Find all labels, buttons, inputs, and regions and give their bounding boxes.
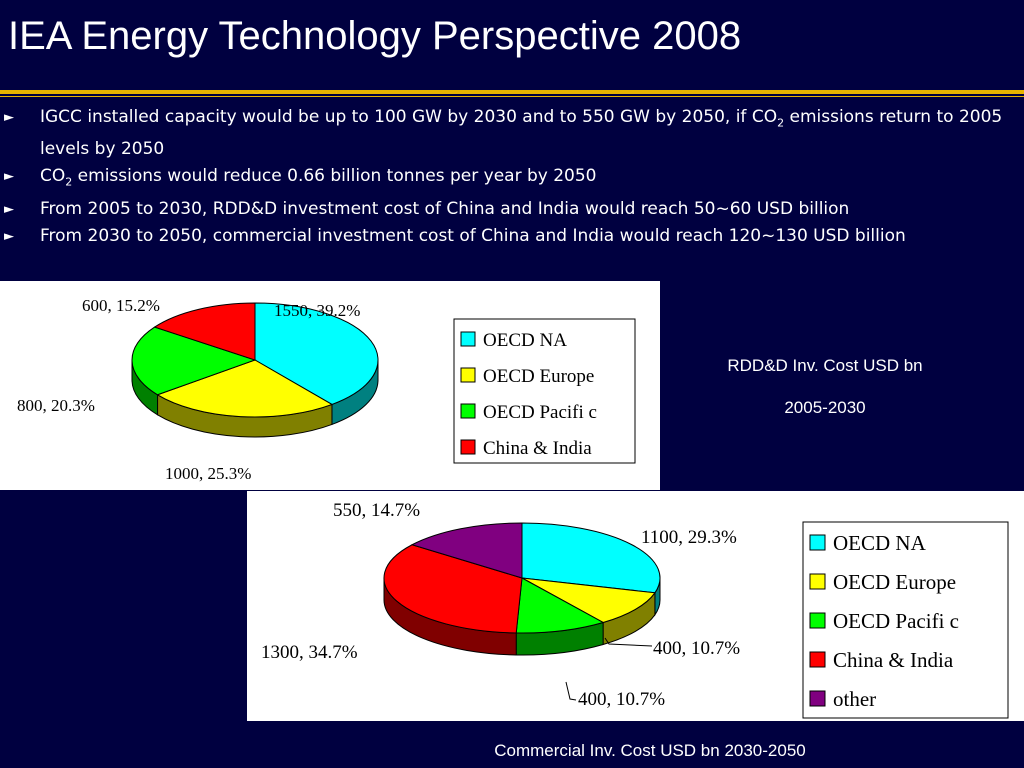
- pie-slice-label: 800, 20.3%: [17, 396, 95, 415]
- pie-slice: [383, 544, 523, 634]
- bullet-list: ► IGCC installed capacity would be up to …: [4, 104, 1019, 250]
- legend-entry: OECD Pacifi c: [483, 402, 597, 423]
- legend-swatch: [460, 403, 476, 419]
- commercial-chart-caption: Commercial Inv. Cost USD bn 2030-2050: [494, 741, 806, 760]
- pie-slice-label: 1550, 39.2%: [274, 301, 360, 320]
- pie-slice-label: 400, 10.7%: [653, 638, 740, 659]
- legend-entry: China & India: [483, 438, 592, 459]
- pie-slice: [515, 577, 605, 634]
- pie-slice: [410, 522, 523, 579]
- legend-swatch: [809, 612, 826, 629]
- pie-slice: [254, 302, 379, 406]
- slide-title: IEA Energy Technology Perspective 2008: [8, 14, 742, 58]
- pie-slice-label: 550, 14.7%: [333, 500, 420, 521]
- legend-swatch: [460, 331, 476, 347]
- pie-slice-label: 1300, 34.7%: [261, 642, 358, 663]
- pie-slice: [131, 326, 257, 396]
- legend-box: [802, 521, 1009, 719]
- rdd-pie-chart: 1550, 39.2% 1000, 25.3% 800, 20.3% 600, 15.…: [17, 296, 636, 483]
- bullet-arrow-icon: ►: [4, 169, 14, 185]
- title-divider-thin: [0, 96, 1024, 97]
- pie-slice: [521, 522, 661, 594]
- legend-swatch: [809, 534, 826, 551]
- bullet-item: ► From 2005 to 2030, RDD&D investment cos…: [4, 196, 1019, 223]
- bullet-arrow-icon: ►: [4, 201, 14, 217]
- legend-swatch: [809, 690, 826, 707]
- legend-entry: other: [833, 687, 876, 711]
- pie-leader-line: [604, 637, 653, 647]
- pie-slice-label: 400, 10.7%: [578, 689, 665, 710]
- legend-box: [453, 318, 636, 464]
- pie-slice: [521, 577, 656, 624]
- rdd-chart-caption: RDD&D Inv. Cost USD bn: [727, 356, 923, 375]
- pie-slice: [156, 359, 334, 418]
- legend-entry: China & India: [833, 648, 954, 672]
- commercial-chart-panel: 1100, 29.3% 400, 10.7% 400, 10.7% 1300, 34.…: [247, 491, 1024, 721]
- pie-slice-label: 1100, 29.3%: [641, 527, 737, 548]
- title-divider: [0, 90, 1024, 94]
- bullet-arrow-icon: ►: [4, 110, 14, 125]
- pie-slice-label: 1000, 25.3%: [165, 464, 251, 483]
- pie-slice-label: 600, 15.2%: [82, 296, 160, 315]
- pie-leader-line: [565, 681, 577, 701]
- legend-swatch: [809, 573, 826, 590]
- legend-entry: OECD NA: [833, 531, 927, 555]
- legend-entry: OECD NA: [483, 330, 567, 351]
- bullet-arrow-icon: ►: [4, 228, 14, 244]
- legend-swatch: [460, 439, 476, 455]
- bullet-item: ► From 2030 to 2050, commercial investmen…: [4, 223, 1019, 250]
- rdd-chart-caption-period: 2005-2030: [784, 398, 866, 417]
- legend-entry: OECD Pacifi c: [833, 609, 959, 633]
- bullet-item: ► CO2 emissions would reduce 0.66 billion…: [4, 163, 1019, 195]
- legend-entry: OECD Europe: [483, 366, 594, 387]
- legend-swatch: [460, 367, 476, 383]
- legend-swatch: [809, 651, 826, 668]
- pie-slice: [153, 302, 256, 361]
- commercial-pie-chart: 1100, 29.3% 400, 10.7% 400, 10.7% 1300, 34.…: [261, 500, 1009, 719]
- rdd-chart-panel: 1550, 39.2% 1000, 25.3% 800, 20.3% 600, 15.…: [0, 281, 660, 490]
- bullet-item: ► IGCC installed capacity would be up to …: [4, 104, 1019, 163]
- legend-entry: OECD Europe: [833, 570, 956, 594]
